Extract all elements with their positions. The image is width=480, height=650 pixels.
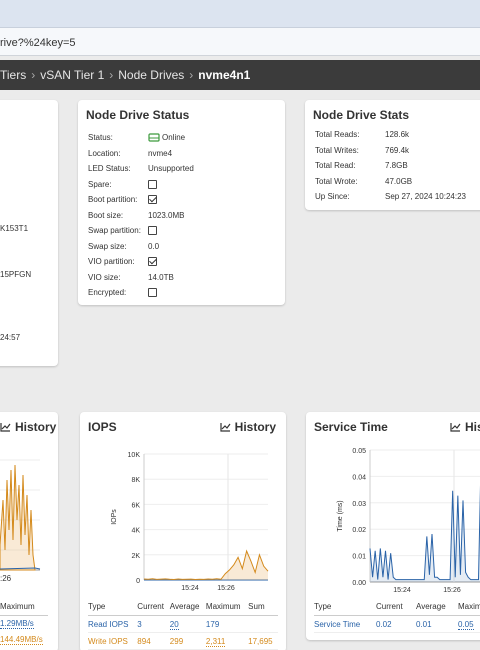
chevron-right-icon: › [109, 68, 114, 82]
line-chart-icon [450, 423, 461, 432]
y-tick-label: 6K [131, 502, 140, 509]
y-tick-label: 4K [131, 528, 140, 535]
stats-row: Total Writes: 769.4k [315, 145, 410, 155]
table-row: Read IOPS 3 20 179 [88, 615, 278, 633]
service-time-card: Service Time His 0.000.010.020.030.040.0… [306, 412, 480, 640]
status-row: Swap size: 0.0 [88, 241, 160, 251]
y-axis-label: IOPs [111, 509, 118, 525]
card-title: IOPS [88, 420, 117, 434]
browser-tab-strip [0, 0, 480, 28]
series-line [369, 484, 480, 581]
history-button[interactable]: History [220, 420, 276, 434]
node-drive-status-card: Node Drive Status Status: Online Location… [78, 100, 285, 305]
boot-partition-checkbox [148, 195, 157, 205]
series-area [144, 551, 268, 580]
encrypted-checkbox [148, 288, 157, 298]
chevron-right-icon: › [31, 68, 36, 82]
stats-row: Total Wrote: 47.0GB [315, 176, 413, 186]
y-tick-label: 10K [128, 452, 141, 459]
status-row: Swap partition: [88, 223, 194, 239]
status-row: Status: Online [88, 133, 186, 143]
status-row: LED Status: Unsupported [88, 164, 194, 174]
history-button[interactable]: History [0, 420, 56, 434]
status-row: Boot size: 1023.0MB [88, 210, 185, 220]
iops-chart: 0 2K 4K 6K 8K 10K 15:24 15:26 IOPs [111, 452, 269, 592]
card-title: Service Time [314, 420, 388, 434]
write-throughput-area [0, 464, 36, 571]
info-value: 15PFGN [0, 270, 32, 279]
service-time-table: Type Current Average Maxim Service Time … [314, 602, 480, 633]
chevron-right-icon: › [189, 68, 194, 82]
card-title: Node Drive Stats [313, 108, 410, 122]
x-tick-label: 15:26 [443, 587, 461, 592]
x-tick-label: :26 [0, 574, 12, 583]
breadcrumb-current: nvme4n1 [198, 68, 251, 82]
swap-partition-checkbox [148, 226, 157, 236]
status-row: Encrypted: [88, 285, 194, 301]
vio-partition-checkbox [148, 257, 157, 267]
y-tick-label: 0.01 [352, 554, 366, 561]
y-tick-label: 0 [136, 578, 140, 585]
y-tick-label: 2K [131, 553, 140, 560]
y-tick-label: 0.04 [352, 474, 366, 481]
status-list: Status: Online Location: nvme4 LED Status:… [88, 130, 194, 301]
url-text: rive?%24key=5 [0, 37, 76, 49]
x-tick-label: 15:24 [393, 587, 411, 592]
history-button[interactable]: His [450, 420, 480, 434]
throughput-card: History :26 Maximum 1.29MB/s 144.49MB/s [0, 412, 58, 650]
line-chart-icon [0, 423, 11, 432]
stats-list: Total Reads: 128.6k Total Writes: 769.4k T… [315, 127, 466, 205]
y-axis-label: Time (ms) [337, 500, 344, 531]
status-row: VIO size: 14.0TB [88, 272, 174, 282]
y-tick-label: 0.05 [352, 448, 366, 455]
series-line [143, 549, 269, 580]
stats-row: Up Since: Sep 27, 2024 10:24:23 [315, 192, 466, 202]
drive-online-icon [148, 133, 160, 143]
iops-card: IOPS History 0 2K 4K 6K 8K 10K 15:24 15:26 IOPs … [80, 412, 286, 650]
status-row: VIO partition: [88, 254, 194, 270]
iops-table: Type Current Average Maximum Sum Read IO… [88, 602, 278, 650]
breadcrumb: Tiers › vSAN Tier 1 › Node Drives › nvme4n1 [0, 60, 480, 90]
x-tick-label: 15:24 [181, 585, 199, 592]
divider [0, 615, 48, 616]
y-tick-label: 0.03 [352, 501, 366, 508]
throughput-chart [0, 459, 41, 571]
stats-row: Total Read: 7.8GB [315, 161, 408, 171]
line-chart-icon [220, 423, 231, 432]
status-row: Location: nvme4 [88, 148, 173, 158]
y-tick-label: 0.00 [352, 580, 366, 587]
address-bar[interactable]: rive?%24key=5 [0, 28, 480, 56]
drive-info-card: K153T1 15PFGN 24:57 [0, 100, 58, 366]
info-value: 24:57 [0, 333, 21, 342]
x-tick-label: 15:26 [217, 585, 235, 592]
status-row: Boot partition: [88, 192, 194, 208]
stats-row: Total Reads: 128.6k [315, 130, 410, 140]
breadcrumb-item-vsan-tier[interactable]: vSAN Tier 1 [40, 68, 105, 82]
table-row: Write IOPS 894 299 2,311 17,695 [88, 632, 278, 650]
node-drive-stats-card: Node Drive Stats Total Reads: 128.6k Tota… [305, 100, 480, 210]
breadcrumb-item-node-drives[interactable]: Node Drives [118, 68, 185, 82]
write-maximum[interactable]: 144.49MB/s [0, 635, 43, 645]
service-time-chart: 0.00 0.01 0.02 0.03 0.04 0.05 15:24 15:26 Time (… [337, 448, 480, 592]
card-title: Node Drive Status [86, 108, 190, 122]
table-header-maximum: Maximum [0, 602, 35, 611]
info-value: K153T1 [0, 224, 29, 233]
breadcrumb-item-tiers[interactable]: Tiers [0, 68, 27, 82]
y-tick-label: 0.02 [352, 527, 366, 534]
y-tick-label: 8K [131, 477, 140, 484]
read-throughput-line [0, 567, 41, 570]
status-row: Spare: [88, 177, 194, 193]
spare-checkbox [148, 179, 157, 189]
table-row: Service Time 0.02 0.01 0.05 [314, 615, 480, 633]
read-maximum[interactable]: 1.29MB/s [0, 619, 34, 629]
